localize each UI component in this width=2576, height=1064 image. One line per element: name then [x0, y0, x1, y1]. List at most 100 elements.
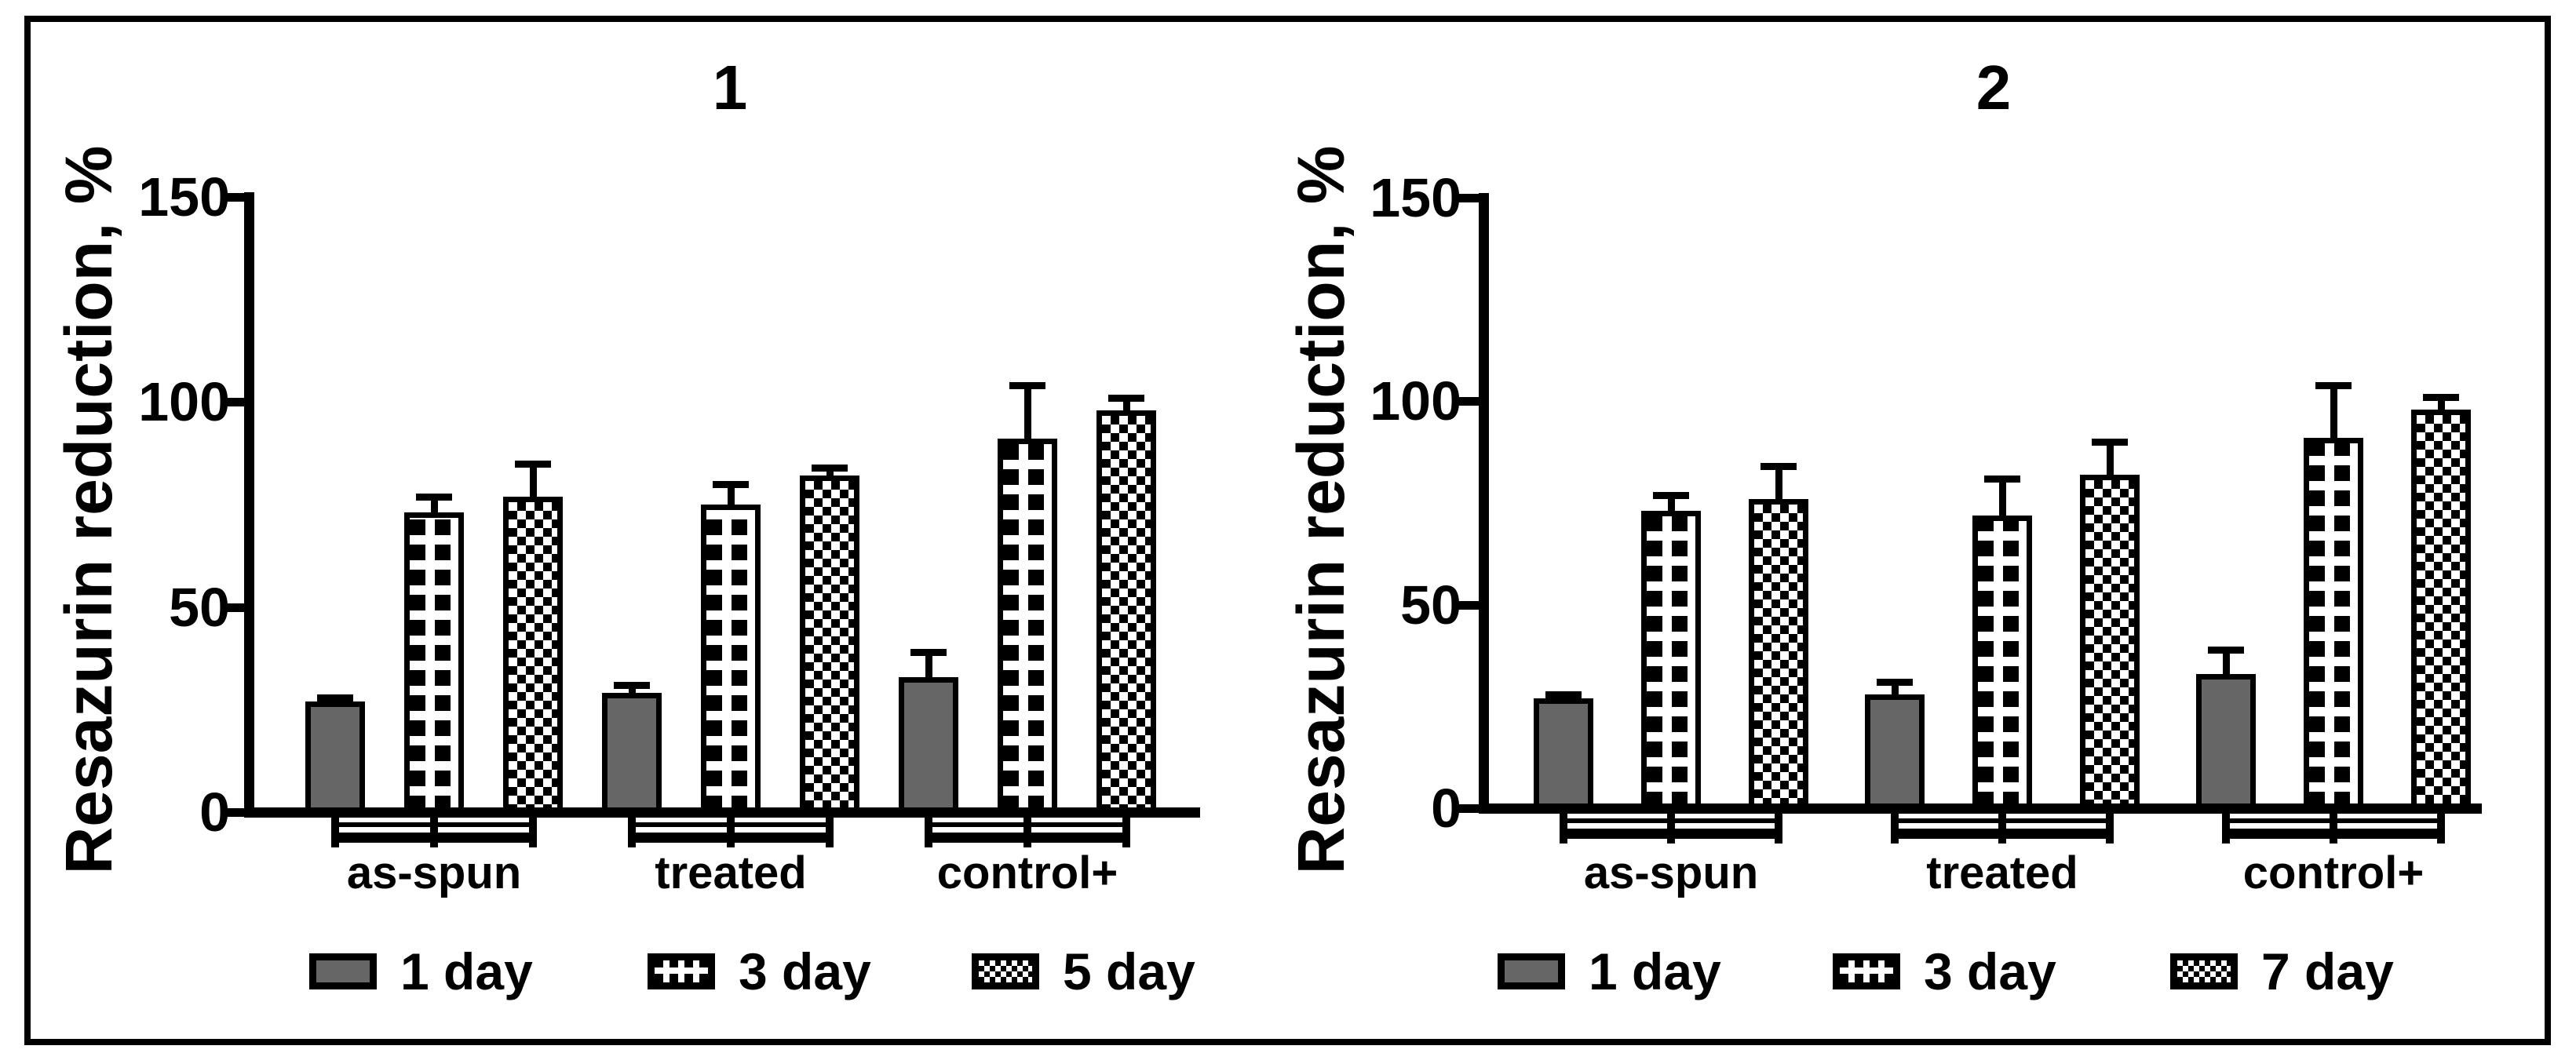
error-bar-cap — [1984, 475, 2020, 483]
x-category-label: as-spun — [1583, 847, 1759, 898]
group-bracket-tick — [2222, 814, 2230, 844]
y-tick-label: 100 — [1370, 370, 1461, 432]
error-bar-cap — [1877, 679, 1913, 687]
x-category-label: control+ — [936, 847, 1118, 898]
y-tick-label: 50 — [1400, 574, 1461, 636]
panel-title: 2 — [1976, 53, 2012, 122]
bar — [1534, 698, 1593, 813]
bar — [800, 476, 859, 817]
error-bar-cap — [2208, 646, 2244, 654]
bar — [1972, 515, 2032, 813]
bar — [305, 701, 365, 817]
bar — [1096, 410, 1156, 817]
y-tick-label: 0 — [199, 782, 230, 843]
error-bar-cap — [1009, 382, 1045, 390]
error-bar-stem — [925, 652, 932, 677]
y-axis-line — [244, 192, 254, 818]
y-tick — [1455, 804, 1479, 813]
error-bar-cap — [2423, 394, 2459, 402]
x-category-label: control+ — [2242, 847, 2425, 898]
error-bar-cap — [1545, 691, 1582, 698]
group-bracket-tick — [2106, 814, 2114, 844]
error-bar-cap — [910, 649, 947, 657]
error-bar-stem — [629, 684, 636, 694]
y-tick — [221, 398, 244, 407]
error-bar-stem — [1775, 466, 1782, 499]
y-tick-label: 150 — [1370, 167, 1461, 228]
error-bar-stem — [826, 467, 834, 476]
y-tick-label: 100 — [138, 371, 230, 433]
legend-label: 3 day — [1924, 942, 2056, 1000]
error-bar-stem — [1892, 682, 1899, 694]
x-category-label: as-spun — [346, 847, 522, 898]
group-bracket-tick — [1023, 818, 1031, 847]
error-bar-cap — [713, 480, 749, 488]
y-tick — [221, 193, 244, 202]
x-axis-line — [244, 807, 1200, 818]
error-bar-cap — [812, 464, 848, 472]
bar — [2411, 409, 2471, 813]
legend-swatch — [309, 953, 377, 989]
error-bar-stem — [530, 463, 537, 497]
group-bracket-tick — [925, 818, 932, 847]
group-bracket-tick — [430, 818, 438, 847]
group-bracket-tick — [2437, 814, 2445, 844]
legend-swatch — [648, 953, 715, 989]
legend-label: 5 day — [1063, 942, 1195, 1000]
bar — [602, 693, 662, 817]
bar — [899, 676, 958, 817]
error-bar-stem — [2330, 384, 2337, 438]
x-category-label: treated — [1926, 847, 2078, 898]
group-bracket-tick — [1560, 814, 1567, 844]
group-bracket-tick — [331, 818, 339, 847]
group-bracket-tick — [529, 818, 537, 847]
error-bar-cap — [416, 493, 452, 501]
error-bar-cap — [2315, 381, 2352, 389]
group-bracket-tick — [1667, 814, 1675, 844]
group-bracket-tick — [1891, 814, 1899, 844]
bar — [1641, 511, 1701, 813]
panel-title: 1 — [712, 53, 748, 122]
bar — [1865, 694, 1925, 813]
y-tick-label: 0 — [1431, 778, 1461, 839]
error-bar-stem — [2223, 649, 2230, 674]
group-bracket-tick — [1775, 814, 1782, 844]
legend-label: 3 day — [739, 942, 871, 1000]
x-category-label: treated — [655, 847, 807, 898]
y-tick-label: 50 — [169, 576, 230, 638]
bar — [1749, 498, 1808, 813]
y-tick — [1455, 397, 1479, 406]
group-bracket-tick — [628, 818, 636, 847]
error-bar-stem — [1668, 494, 1675, 512]
group-bracket-tick — [1998, 814, 2006, 844]
bar — [701, 505, 761, 817]
y-tick — [221, 808, 244, 817]
error-bar-cap — [614, 681, 650, 689]
legend-swatch — [972, 953, 1039, 989]
legend-swatch — [2170, 953, 2238, 989]
bar — [404, 512, 464, 817]
error-bar-cap — [2092, 439, 2128, 446]
group-bracket-tick — [1122, 818, 1130, 847]
x-axis-line — [1479, 803, 2482, 814]
error-bar-stem — [2107, 442, 2114, 475]
y-tick-label: 150 — [138, 166, 230, 228]
figure-border — [24, 16, 2551, 1045]
error-bar-stem — [1999, 478, 2006, 516]
error-bar-cap — [1108, 395, 1144, 403]
group-bracket-tick — [2330, 814, 2337, 844]
bar — [503, 496, 563, 817]
error-bar-stem — [728, 483, 735, 505]
error-bar-stem — [1024, 385, 1031, 439]
legend-label: 1 day — [1589, 942, 1721, 1000]
legend-swatch — [1833, 953, 1900, 989]
bar — [998, 439, 1057, 817]
y-tick — [1455, 600, 1479, 610]
error-bar-cap — [515, 460, 551, 468]
error-bar-cap — [1761, 463, 1797, 471]
group-bracket-tick — [826, 818, 834, 847]
error-bar-stem — [1123, 398, 1130, 410]
y-tick — [221, 603, 244, 612]
bar — [2304, 438, 2363, 813]
